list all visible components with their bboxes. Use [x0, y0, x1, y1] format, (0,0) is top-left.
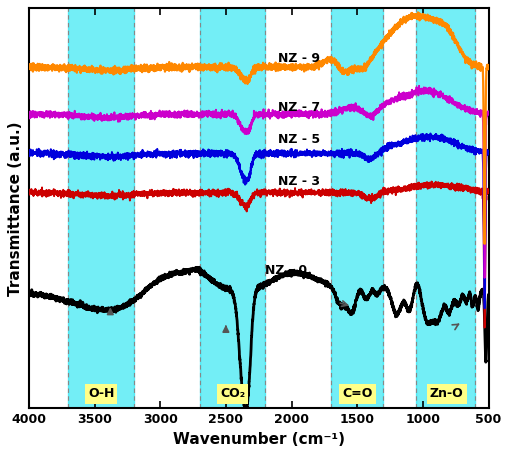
Text: C=O: C=O [342, 387, 372, 400]
Text: NZ - 9: NZ - 9 [278, 52, 320, 65]
Bar [199, 8, 265, 408]
Text: Zn-O: Zn-O [429, 387, 463, 400]
Bar [330, 8, 383, 408]
Text: O-H: O-H [88, 387, 114, 400]
Text: NZ - 0: NZ - 0 [265, 264, 307, 277]
Text: CO₂: CO₂ [219, 387, 244, 400]
Text: NZ - 5: NZ - 5 [278, 133, 320, 146]
Text: NZ - 3: NZ - 3 [278, 175, 320, 188]
Bar [68, 8, 134, 408]
Y-axis label: Transmittance (a.u.): Transmittance (a.u.) [8, 121, 23, 296]
X-axis label: Wavenumber (cm⁻¹): Wavenumber (cm⁻¹) [173, 432, 344, 447]
Bar [415, 8, 474, 408]
Text: NZ - 7: NZ - 7 [278, 101, 320, 115]
